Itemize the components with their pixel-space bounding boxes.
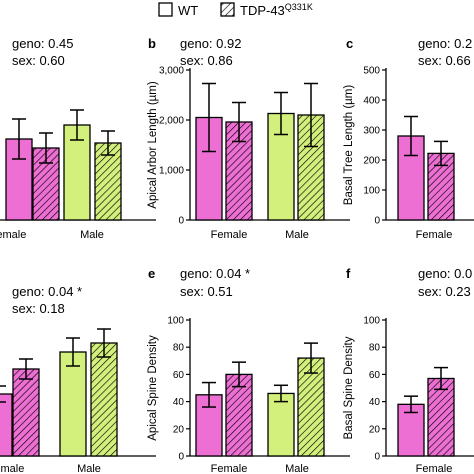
panel-c-stat-geno: geno: 0.2 (418, 36, 472, 51)
panel-f-stats: f geno: 0.0 sex: 0.23 (346, 266, 472, 299)
y-axis-label: Basal Tree Length (µm) (343, 85, 355, 206)
bar-tdp-male (94, 142, 122, 221)
legend: WT TDP-43Q331K (158, 2, 313, 18)
legend-label-tdp: TDP-43Q331K (240, 2, 313, 18)
panel-d-stats: geno: 0.04 * sex: 0.18 (12, 284, 82, 316)
y-tick-label: 0 (178, 216, 184, 227)
category-label: Female (0, 229, 26, 241)
panel-d-stat-sex: sex: 0.18 (12, 301, 65, 316)
panel-b-letter: b (148, 36, 156, 51)
panel-e-stat-sex: sex: 0.51 (180, 284, 233, 299)
panel-e-plot: 0 20 40 60 80 100 Apical Spine Density Female Ma… (147, 316, 350, 474)
y-tick-label: 300 (363, 126, 380, 137)
category-label: Male (77, 463, 101, 474)
category-label: Female (0, 463, 24, 474)
y-tick-label: 100 (363, 186, 380, 197)
panel-e-letter: e (148, 266, 155, 281)
y-axis-label: Apical Arbor Length (µm) (147, 81, 159, 209)
bar-wt-male (63, 124, 91, 221)
legend-swatch-wt (158, 2, 173, 17)
panel-c-letter: c (346, 36, 353, 51)
legend-swatch-tdp (220, 2, 235, 17)
bar-wt-female (195, 394, 223, 457)
bar-wt-female (0, 393, 13, 457)
category-label: Female (211, 463, 248, 474)
bar-wt-male (267, 392, 295, 457)
y-tick-label: 0 (374, 216, 380, 227)
legend-label-wt: WT (178, 3, 198, 18)
category-label: Male (80, 229, 104, 241)
y-axis-label: Basal Spine Density (343, 336, 355, 439)
y-tick-label: 80 (173, 343, 185, 354)
y-tick-label: 20 (173, 424, 185, 435)
category-label: Female (211, 229, 248, 241)
y-tick-label: 0 (178, 452, 184, 463)
panel-e-stat-geno: geno: 0.04 * (180, 266, 250, 281)
panel-f-stat-sex: sex: 0.23 (418, 284, 471, 299)
y-tick-label: 100 (363, 316, 380, 327)
y-tick-label: 40 (173, 397, 185, 408)
bar-tdp-male (297, 357, 325, 457)
panel-d-stat-geno: geno: 0.04 * (12, 284, 82, 299)
panel-f-stat-geno: geno: 0.0 (418, 266, 472, 281)
y-tick-label: 100 (167, 316, 184, 327)
panel-a-stat-geno: geno: 0.45 (12, 36, 73, 51)
panel-d-plot: Female Male (0, 328, 156, 474)
panel-c-plot: 0 100 200 300 400 500 Basal Tree Length (µm) Fe… (343, 66, 474, 241)
bar-tdp-male (90, 342, 118, 457)
category-label: Female (416, 229, 453, 241)
y-tick-label: 500 (363, 66, 380, 77)
y-tick-label: 80 (369, 343, 381, 354)
panel-a-plot: Female Male (0, 109, 156, 241)
y-tick-label: 3,000 (159, 66, 184, 77)
y-tick-label: 20 (369, 424, 381, 435)
bar-tdp-female (12, 368, 40, 457)
panel-b-stat-sex: sex: 0.86 (180, 53, 233, 68)
panel-a-stat-sex: sex: 0.60 (12, 53, 65, 68)
y-tick-label: 40 (369, 397, 381, 408)
panel-b-stats: b geno: 0.92 sex: 0.86 (148, 36, 241, 68)
category-label: Male (285, 229, 309, 241)
bar-wt-male (59, 351, 87, 457)
y-tick-label: 60 (173, 370, 185, 381)
y-tick-label: 1,000 (159, 166, 184, 177)
panel-a-stats: geno: 0.45 sex: 0.60 (12, 36, 73, 68)
category-label: Male (285, 463, 309, 474)
panel-b-stat-geno: geno: 0.92 (180, 36, 241, 51)
category-label: Female (416, 463, 453, 474)
panel-c-stats: c geno: 0.2 sex: 0.66 (346, 36, 472, 68)
y-axis-label: Apical Spine Density (147, 335, 159, 441)
y-tick-label: 2,000 (159, 116, 184, 127)
bar-tdp-female (225, 373, 253, 457)
panel-f-letter: f (346, 266, 351, 281)
y-tick-label: 400 (363, 96, 380, 107)
y-tick-label: 0 (374, 452, 380, 463)
panel-e-stats: e geno: 0.04 * sex: 0.51 (148, 266, 250, 299)
y-tick-label: 60 (369, 370, 381, 381)
y-tick-label: 200 (363, 156, 380, 167)
panel-c-stat-sex: sex: 0.66 (418, 53, 471, 68)
